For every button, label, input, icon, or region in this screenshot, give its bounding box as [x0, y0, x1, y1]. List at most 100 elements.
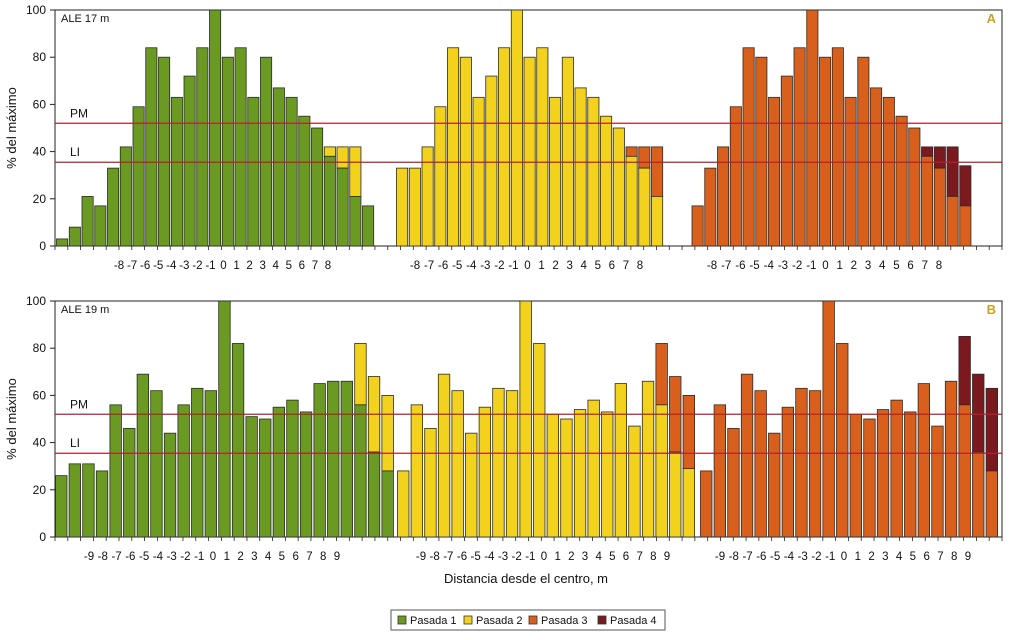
bar — [94, 205, 107, 247]
x-tick-label: -5 — [749, 260, 759, 272]
x-tick-label: 7 — [623, 260, 629, 272]
bar — [132, 106, 145, 247]
bar — [123, 428, 136, 538]
bar — [651, 196, 664, 247]
x-tick-label: 3 — [865, 260, 871, 272]
bar — [638, 167, 651, 247]
bar — [536, 47, 549, 247]
x-tick-label: -2 — [180, 551, 190, 563]
bar — [857, 56, 870, 247]
bar-overlay — [958, 335, 971, 406]
x-tick-label: -8 — [729, 551, 739, 563]
x-tick-label: 2 — [568, 551, 574, 563]
x-tick-label: 4 — [265, 551, 272, 563]
reference-line-label: LI — [70, 436, 80, 450]
x-tick-label: -3 — [798, 551, 808, 563]
bar — [523, 56, 536, 247]
bar — [844, 96, 857, 247]
x-tick-label: 6 — [907, 260, 913, 272]
x-tick-label: 0 — [841, 551, 847, 563]
bar — [170, 96, 183, 247]
bar — [768, 432, 781, 538]
bar — [109, 404, 122, 538]
x-tick-label: -2 — [494, 260, 504, 272]
x-tick-label: 9 — [664, 551, 670, 563]
x-tick-label: -3 — [778, 260, 788, 272]
bar — [311, 127, 324, 247]
x-tick-label: -1 — [806, 260, 816, 272]
bar-overlay — [946, 146, 959, 197]
bar — [655, 404, 668, 538]
panel-letter: B — [987, 302, 996, 317]
bar — [68, 463, 81, 538]
bar — [313, 383, 326, 538]
x-tick-label: -6 — [457, 551, 467, 563]
x-tick-label: 8 — [650, 551, 656, 563]
x-tick-label: -8 — [707, 260, 717, 272]
bar — [107, 167, 120, 247]
bar — [354, 404, 367, 538]
x-tick-label: -6 — [125, 551, 135, 563]
x-tick-label: -5 — [471, 551, 481, 563]
x-tick-label: -8 — [410, 260, 420, 272]
bar — [768, 96, 781, 247]
bar — [641, 380, 655, 538]
bar — [574, 87, 587, 247]
x-tick-label: -2 — [792, 260, 802, 272]
bar — [68, 226, 81, 247]
x-tick-label: -6 — [438, 260, 448, 272]
x-tick-label: -4 — [764, 260, 775, 272]
bar — [587, 96, 600, 247]
bar — [145, 47, 158, 247]
x-tick-label: -9 — [715, 551, 725, 563]
bar — [958, 404, 971, 538]
bar — [713, 404, 726, 538]
x-tick-label: 8 — [637, 260, 643, 272]
bar — [793, 47, 806, 247]
bar — [55, 475, 68, 538]
bar — [381, 470, 394, 538]
x-tick-label: -2 — [512, 551, 522, 563]
bar — [81, 196, 94, 247]
y-tick-label: 80 — [33, 341, 47, 355]
x-tick-label: 2 — [868, 551, 874, 563]
bar — [742, 47, 755, 247]
x-tick-label: -2 — [811, 551, 821, 563]
legend-box — [390, 609, 666, 631]
bar — [959, 205, 972, 247]
bar-overlay — [354, 343, 367, 406]
bar — [985, 470, 998, 538]
x-tick-label: 5 — [910, 551, 916, 563]
x-tick-label: 6 — [292, 551, 298, 563]
bar — [876, 409, 890, 538]
bar — [465, 432, 478, 538]
x-tick-label: 8 — [936, 260, 942, 272]
x-tick-label: -3 — [167, 551, 177, 563]
bar — [729, 106, 742, 247]
bar — [628, 425, 641, 538]
x-tick-label: 2 — [237, 551, 243, 563]
bar — [560, 418, 573, 538]
x-tick-label: 2 — [246, 260, 252, 272]
x-tick-label: 8 — [951, 551, 957, 563]
y-tick-label: 60 — [33, 388, 47, 402]
x-tick-label: -5 — [139, 551, 149, 563]
bar — [362, 205, 375, 247]
bar — [921, 155, 934, 247]
x-tick-label: -9 — [416, 551, 426, 563]
panel-ale-label: ALE 19 m — [61, 304, 109, 316]
bar — [933, 167, 946, 247]
bar — [669, 451, 682, 538]
x-tick-label: 1 — [554, 551, 560, 563]
x-tick-label: -5 — [452, 260, 462, 272]
bar — [612, 127, 625, 247]
bar — [177, 404, 190, 538]
bar — [397, 470, 410, 538]
bar — [754, 390, 767, 538]
bar — [755, 56, 768, 247]
bar-overlay — [381, 394, 394, 472]
bar — [459, 56, 472, 247]
bar — [323, 155, 336, 247]
bar — [895, 115, 908, 247]
